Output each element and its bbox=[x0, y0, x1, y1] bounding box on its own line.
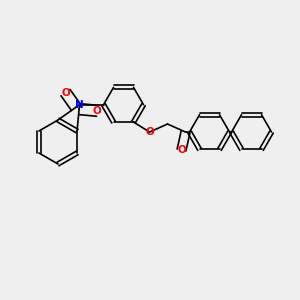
Text: N: N bbox=[75, 100, 84, 110]
Text: O: O bbox=[145, 127, 154, 137]
Text: O: O bbox=[93, 106, 101, 116]
Text: O: O bbox=[61, 88, 70, 98]
Text: O: O bbox=[177, 145, 186, 155]
